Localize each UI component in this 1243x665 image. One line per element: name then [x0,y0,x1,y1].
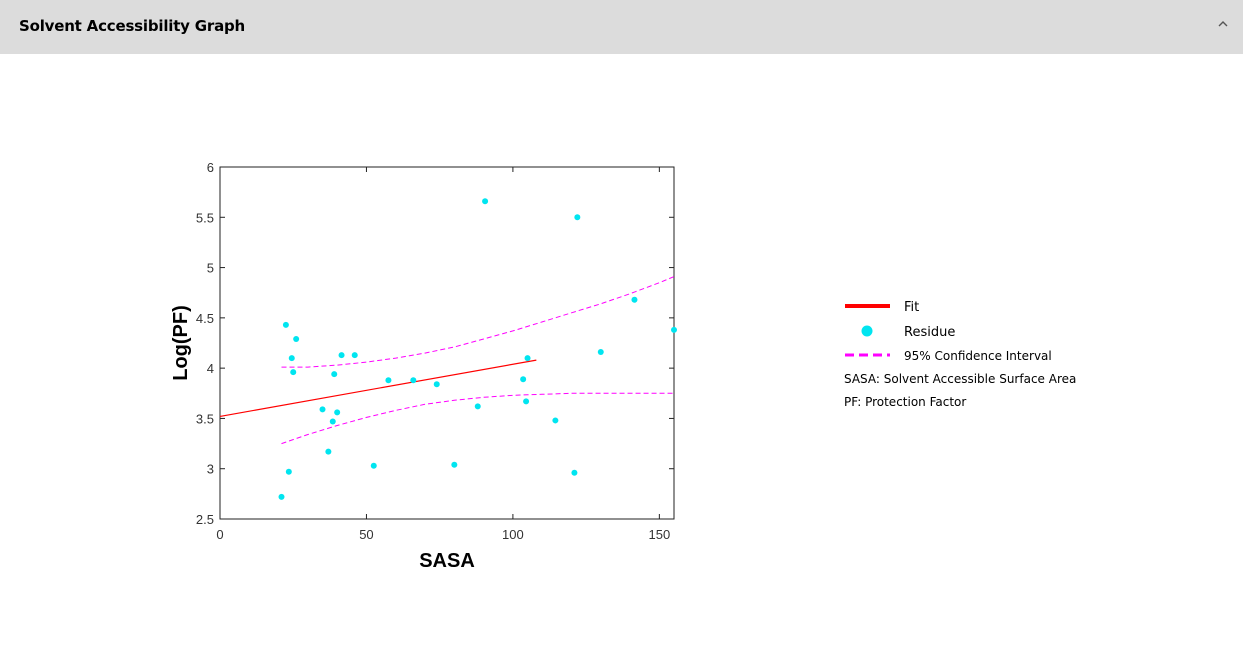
y-tick-label: 4 [207,361,214,376]
collapse-button[interactable] [1210,12,1236,36]
residue-point [597,349,604,356]
chevron-up-icon [1218,21,1228,27]
y-tick-label: 4.5 [196,311,214,326]
y-axis-label: Log(PF) [170,305,192,381]
residue-series [278,198,677,500]
residue-point [288,355,295,362]
residue-point [482,198,489,205]
residue-point [433,381,440,388]
legend-label: Fit [904,300,919,315]
residue-point [329,418,336,425]
residue-point [285,468,292,475]
y-tick-label: 5 [207,261,214,276]
plot-area: 0 50 100 150 2.5 3 3.5 4 4.5 5 5.5 6 [196,160,677,542]
y-tick-label: 6 [207,160,214,175]
residue-point [671,326,677,333]
residue-point [410,377,417,384]
confidence-band [281,276,675,445]
residue-point [451,461,458,468]
fit-series [219,359,537,418]
residue-point [351,352,358,359]
residue-point [282,321,289,328]
residue-point [278,493,285,500]
legend-label: Residue [904,325,955,340]
legend-residue-swatch [861,325,873,337]
residue-point [290,369,297,376]
x-tick-label: 100 [502,527,524,542]
x-tick-label: 0 [216,527,223,542]
x-ticks: 0 50 100 150 [216,167,670,542]
residue-point [319,406,326,413]
confidence-lower-line [281,392,674,445]
residue-point [552,417,559,424]
y-tick-label: 3 [207,462,214,477]
residue-point [571,469,578,476]
residue-point [331,371,338,378]
residue-point [631,296,638,303]
fit-line [219,359,537,418]
residue-point [334,409,341,416]
legend-note: SASA: Solvent Accessible Surface Area [844,372,1076,386]
residue-point [574,214,581,221]
plot-frame [219,166,675,520]
y-tick-label: 3.5 [196,411,214,426]
legend-label: 95% Confidence Interval [904,349,1052,363]
residue-point [338,352,345,359]
y-tick-label: 5.5 [196,210,214,225]
residue-point [524,355,531,362]
x-axis-label: SASA [419,550,475,572]
residue-point [474,403,481,410]
y-tick-label: 2.5 [196,512,214,527]
residue-point [325,448,332,455]
confidence-upper-line [281,276,675,368]
residue-point [293,335,300,342]
y-ticks: 2.5 3 3.5 4 4.5 5 5.5 6 [196,160,674,527]
residue-point [520,376,527,383]
x-tick-label: 50 [359,527,373,542]
residue-point [523,398,530,405]
panel-title: Solvent Accessibility Graph [19,17,246,35]
residue-point [385,377,392,384]
x-tick-label: 150 [649,527,671,542]
residue-point [370,462,377,469]
panel-header: Solvent Accessibility Graph [0,0,1243,54]
legend: Fit Residue 95% Confidence Interval SASA: S… [844,300,1076,409]
legend-note: PF: Protection Factor [844,395,966,409]
